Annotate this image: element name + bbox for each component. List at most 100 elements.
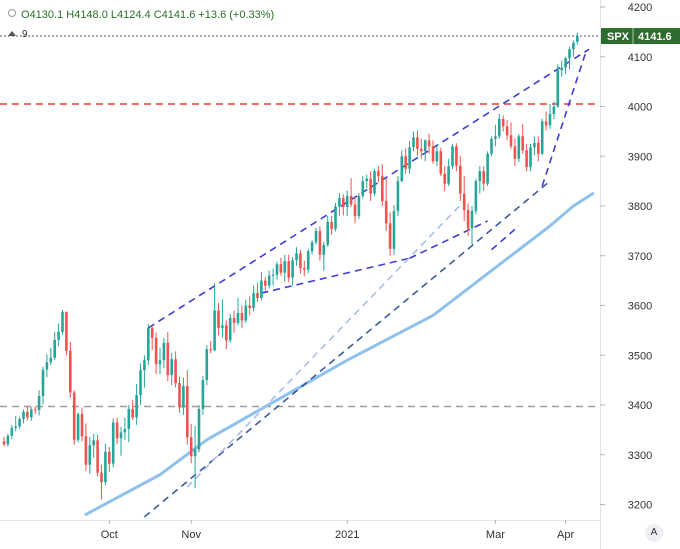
candle-body (396, 181, 400, 211)
candle-body (119, 432, 123, 439)
candle-body (193, 449, 197, 457)
candle-body (111, 422, 115, 464)
trendline-wedge-upper-b (409, 220, 488, 259)
y-tick-label: 3500 (628, 350, 652, 362)
candle-body (576, 36, 579, 42)
candle-body (143, 360, 146, 371)
candle-body (544, 121, 548, 126)
candle-body (466, 209, 470, 229)
candle-body (30, 409, 33, 418)
candle-body (435, 151, 439, 162)
candle-body (37, 396, 41, 410)
candle-body (400, 156, 404, 182)
ohlc-readout: O4130.1 H4148.0 L4124.4 C4141.6 +13.6 (+… (8, 9, 274, 21)
candle-body (170, 359, 173, 376)
candle-body (186, 386, 189, 438)
auto-scale-button[interactable]: A (645, 524, 663, 542)
caret-up-icon (8, 31, 16, 36)
candle-body (209, 349, 212, 351)
candle-body (478, 171, 482, 182)
candle-body (22, 411, 25, 419)
candle-body (100, 472, 103, 483)
candle-body (498, 118, 501, 137)
candle-body (303, 268, 306, 270)
candle-body (14, 426, 17, 428)
candle-body (369, 178, 372, 194)
trendline-wedge-lower (261, 257, 410, 294)
candle-body (353, 204, 357, 216)
candle-body (408, 147, 411, 169)
y-tick-label: 3700 (628, 251, 652, 263)
candle-body (240, 312, 244, 321)
candle-body (221, 325, 224, 328)
candle-body (361, 181, 365, 197)
candle-body (392, 210, 396, 249)
candle-body (388, 223, 392, 249)
symbol-label: SPX (607, 31, 630, 43)
candle-body (236, 312, 240, 323)
candle-body (147, 327, 150, 361)
candle-body (18, 418, 21, 427)
candle-body (256, 293, 259, 299)
y-tick-label: 4100 (628, 52, 652, 64)
candle-body (139, 370, 142, 396)
candle-body (326, 221, 329, 245)
candle-body (427, 140, 431, 147)
candle-body (213, 310, 216, 351)
y-tick-label: 4000 (628, 102, 652, 114)
trendline-faint-support (186, 200, 465, 488)
candle-body (373, 171, 376, 194)
candle-body (279, 264, 283, 273)
candle-body (443, 173, 446, 184)
candle-body (33, 409, 37, 411)
y-tick-label: 4200 (628, 2, 652, 14)
candle-body (306, 251, 310, 270)
candle-body (381, 176, 384, 202)
moving-average-line (84, 192, 595, 516)
candle-body (330, 221, 333, 229)
candle-body (283, 261, 287, 273)
candle-body (537, 142, 540, 154)
candle-body (217, 310, 220, 328)
candle-body (287, 261, 290, 278)
candle-body (65, 311, 68, 351)
candle-body (166, 342, 170, 376)
candle-body (482, 171, 485, 184)
candle-body (88, 445, 92, 465)
y-tick-label: 3600 (628, 301, 652, 313)
y-tick-label: 3200 (628, 500, 652, 512)
candle-body (252, 293, 255, 308)
candle-body (260, 280, 263, 299)
x-tick-label: Nov (181, 529, 201, 541)
ohlc-text: O4130.1 H4148.0 L4124.4 C4141.6 +13.6 (+… (21, 9, 275, 21)
indicator-collapse-toggle[interactable]: 9 (8, 29, 28, 40)
candle-body (154, 337, 158, 365)
candle-body (517, 136, 521, 159)
candle-body (533, 142, 536, 148)
candle-body (494, 136, 497, 139)
candle-body (470, 210, 474, 229)
candle-body (49, 357, 53, 363)
candle-body (384, 201, 388, 224)
y-tick-label: 3900 (628, 151, 652, 163)
candle-body (174, 359, 177, 384)
x-tick-label: 2021 (335, 529, 359, 541)
candle-body (572, 42, 575, 50)
candle-body (96, 440, 99, 473)
candle-body (115, 422, 119, 439)
candle-body (318, 230, 322, 255)
candle-body (525, 150, 528, 168)
candle-body (540, 121, 544, 154)
candle-body (232, 317, 236, 323)
candle-body (10, 427, 14, 436)
candle-body (264, 280, 267, 286)
candle-body (423, 140, 427, 152)
candle-body (548, 113, 552, 126)
candle-body (338, 198, 341, 207)
status-dot-icon (8, 9, 16, 17)
x-tick-label: Mar (486, 529, 505, 541)
candle-body (162, 342, 166, 361)
candle-body (2, 441, 6, 445)
trendline-wedge-lower-b (490, 225, 520, 251)
